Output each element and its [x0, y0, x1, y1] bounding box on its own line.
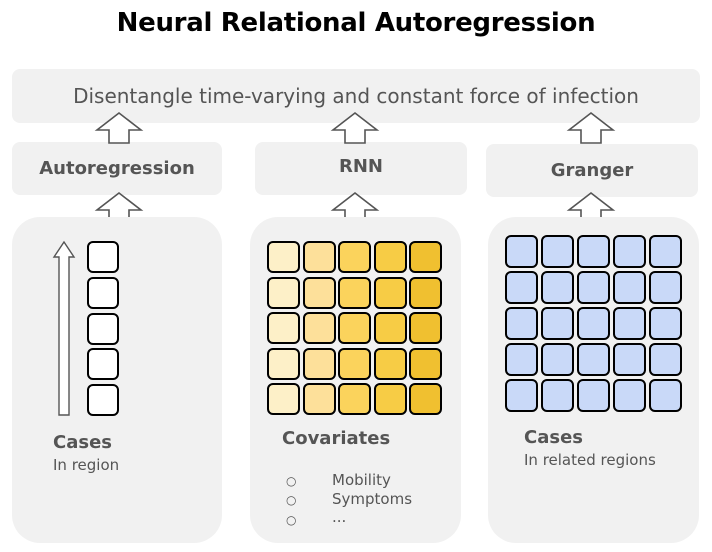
grid-cell: [577, 271, 610, 304]
panel-subtitle-in-region: In region: [53, 456, 120, 474]
grid-cell: [577, 379, 610, 412]
grid-cell: [87, 348, 119, 381]
grid-cell: [338, 347, 372, 380]
grid-cell: [267, 276, 300, 309]
bullet-icon: ○: [286, 513, 297, 527]
method-box-granger: Granger: [486, 144, 698, 197]
grid-cell: [541, 235, 574, 268]
grid-cell: [267, 241, 300, 273]
method-label-granger: Granger: [550, 160, 634, 181]
grid-cell: [87, 384, 119, 417]
method-box-rnn: RNN: [255, 142, 467, 195]
grid-cell: [505, 343, 538, 376]
grid-cell: [267, 312, 300, 345]
grid-cell: [409, 241, 443, 273]
bullet-icon: ○: [286, 474, 297, 488]
grid-cell: [649, 343, 682, 376]
grid-cell: [649, 235, 682, 268]
method-label-rnn: RNN: [339, 156, 383, 177]
up-arrow-icon: [330, 111, 380, 144]
panel-subtitle-related-regions: In related regions: [524, 451, 656, 469]
up-arrow-icon: [94, 111, 144, 144]
time-arrow-icon: [52, 240, 76, 416]
grid-cell: [409, 276, 443, 309]
grid-cell: [373, 276, 407, 309]
grid-cell: [87, 312, 119, 345]
method-box-autoregression: Autoregression: [12, 142, 222, 195]
grid-cell: [338, 383, 372, 416]
grid-cell: [302, 347, 336, 380]
grid-cell: [541, 271, 574, 304]
grid-cell: [505, 307, 538, 340]
grid-cell: [302, 312, 336, 345]
panel-title-cases-related: Cases: [524, 427, 583, 448]
grid-cell: [613, 307, 646, 340]
grid-cell: [338, 241, 372, 273]
grid-cell: [373, 347, 407, 380]
bullet-item-more: ...: [332, 508, 347, 526]
grid-cell: [613, 343, 646, 376]
method-label-autoregression: Autoregression: [39, 158, 195, 179]
grid-cell: [541, 307, 574, 340]
grid-cell: [302, 383, 336, 416]
grid-cell: [267, 347, 300, 380]
grid-cell: [541, 343, 574, 376]
grid-cell: [577, 343, 610, 376]
grid-cell: [338, 312, 372, 345]
grid-cell: [613, 271, 646, 304]
grid-cell: [267, 383, 300, 416]
grid-cell: [409, 347, 443, 380]
grid-cell: [505, 235, 538, 268]
grid-cell: [577, 307, 610, 340]
bullet-icon: ○: [286, 493, 297, 507]
grid-cell: [577, 235, 610, 268]
up-arrow-icon: [566, 111, 616, 144]
grid-cell: [409, 312, 443, 345]
grid-cell: [541, 379, 574, 412]
grid-cell: [373, 312, 407, 345]
diagram-title: Neural Relational Autoregression: [116, 8, 596, 38]
grid-cell: [302, 241, 336, 273]
grid-cell: [373, 383, 407, 416]
grid-cell: [302, 276, 336, 309]
grid-cell: [338, 276, 372, 309]
panel-title-cases: Cases: [53, 432, 112, 453]
bullet-item-mobility: Mobility: [332, 471, 391, 489]
grid-cell: [87, 241, 119, 273]
grid-cell: [87, 276, 119, 309]
grid-cell: [373, 241, 407, 273]
bullet-item-symptoms: Symptoms: [332, 490, 413, 508]
grid-cell: [505, 379, 538, 412]
grid-cell: [649, 271, 682, 304]
panel-title-covariates: Covariates: [282, 428, 391, 449]
grid-cell: [613, 235, 646, 268]
grid-cell: [505, 271, 538, 304]
grid-cell: [613, 379, 646, 412]
grid-cell: [649, 307, 682, 340]
objective-text: Disentangle time-varying and constant fo…: [73, 84, 639, 108]
grid-cell: [409, 383, 443, 416]
grid-cell: [649, 379, 682, 412]
